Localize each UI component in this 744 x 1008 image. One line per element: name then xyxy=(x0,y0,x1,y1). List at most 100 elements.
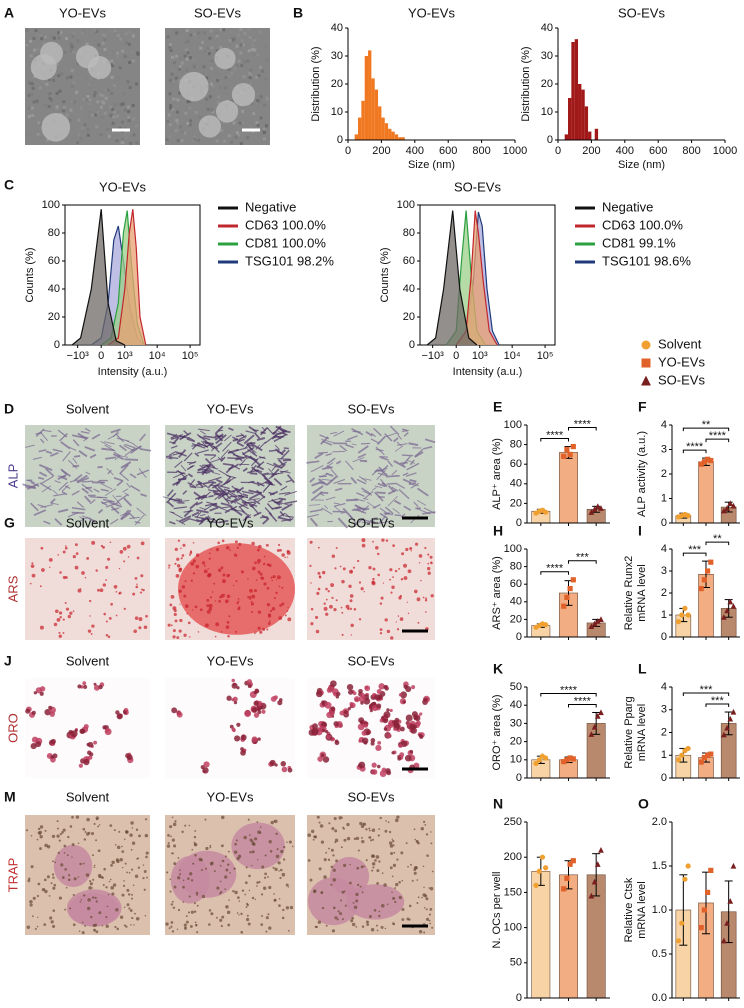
point xyxy=(721,731,727,738)
cell xyxy=(425,908,428,911)
lipid xyxy=(82,681,87,686)
nodule xyxy=(287,607,289,609)
nodule xyxy=(399,594,402,598)
significance-label: **** xyxy=(686,441,704,453)
cell xyxy=(39,835,43,839)
point xyxy=(564,757,570,763)
nodule xyxy=(379,602,383,605)
cell xyxy=(162,496,177,501)
cell xyxy=(201,470,208,475)
cell xyxy=(134,912,136,915)
image-background xyxy=(25,538,150,640)
nodule xyxy=(206,598,210,602)
grain xyxy=(107,134,111,138)
cell xyxy=(211,444,218,450)
cell xyxy=(51,834,56,839)
nodule xyxy=(189,636,191,638)
cell xyxy=(173,862,177,866)
cell xyxy=(115,858,119,862)
grain xyxy=(93,93,97,97)
cell xyxy=(196,449,209,454)
cell xyxy=(326,457,336,465)
lipid xyxy=(363,723,369,728)
cell xyxy=(246,903,250,907)
point xyxy=(536,757,542,763)
cell xyxy=(81,921,84,924)
grain xyxy=(43,103,47,107)
cell xyxy=(232,890,235,893)
cell xyxy=(285,479,292,483)
nodule xyxy=(352,566,356,569)
grain xyxy=(237,59,241,63)
nodule xyxy=(39,585,42,588)
osteoclast xyxy=(231,822,285,870)
y-axis-label: ALP activity (a.u.) xyxy=(636,431,648,517)
cell xyxy=(217,456,223,462)
grain xyxy=(91,113,95,117)
cell xyxy=(362,518,376,525)
point xyxy=(685,513,691,519)
grain xyxy=(125,135,129,139)
cell xyxy=(201,485,207,488)
grain xyxy=(76,141,80,145)
cell xyxy=(185,920,189,924)
grain xyxy=(107,129,111,133)
nodule xyxy=(272,575,276,579)
x-tick-label: 600 xyxy=(439,145,457,157)
point xyxy=(721,937,727,944)
y-tick-label: 4 xyxy=(661,543,667,555)
grain xyxy=(81,106,85,110)
cell xyxy=(271,465,277,472)
cell xyxy=(109,501,123,508)
nodule xyxy=(323,606,328,611)
grain xyxy=(125,41,129,45)
micrograph xyxy=(25,678,150,778)
cell xyxy=(226,474,237,479)
nodule xyxy=(395,621,397,623)
cell xyxy=(325,453,332,457)
cell xyxy=(361,505,370,513)
lipid xyxy=(409,723,416,730)
nodule xyxy=(254,561,257,565)
grain xyxy=(103,111,107,115)
cell xyxy=(377,482,386,488)
nodule xyxy=(136,583,138,586)
nodule xyxy=(310,607,314,611)
cell xyxy=(84,924,87,927)
nodule xyxy=(75,552,79,555)
cell xyxy=(166,455,173,458)
cell xyxy=(318,478,328,486)
cell xyxy=(227,457,239,460)
panel-letter: B xyxy=(293,5,303,21)
cell xyxy=(87,898,91,902)
grain xyxy=(55,62,59,66)
cell xyxy=(219,880,222,883)
cell xyxy=(193,835,197,839)
nodule xyxy=(218,568,222,573)
grain xyxy=(228,39,232,43)
y-tick-label: 40 xyxy=(510,699,522,711)
grain xyxy=(46,138,50,142)
lipid xyxy=(256,707,261,712)
significance-bracket xyxy=(568,560,597,564)
cell xyxy=(394,887,397,889)
nodule xyxy=(57,554,60,556)
grain xyxy=(131,34,135,38)
grain xyxy=(233,50,237,54)
cell xyxy=(375,448,384,452)
grain xyxy=(181,130,185,134)
grain xyxy=(185,68,189,72)
bar xyxy=(368,50,372,140)
nodule xyxy=(105,565,109,569)
cell xyxy=(91,433,101,440)
cell xyxy=(175,481,181,487)
cell xyxy=(209,846,212,849)
y-tick-label: 50 xyxy=(510,957,522,969)
cell xyxy=(89,499,96,505)
lipid xyxy=(371,769,378,775)
nodule xyxy=(170,624,173,627)
cell xyxy=(320,491,329,495)
grain xyxy=(88,110,92,114)
point xyxy=(675,619,682,625)
cell xyxy=(276,472,284,475)
